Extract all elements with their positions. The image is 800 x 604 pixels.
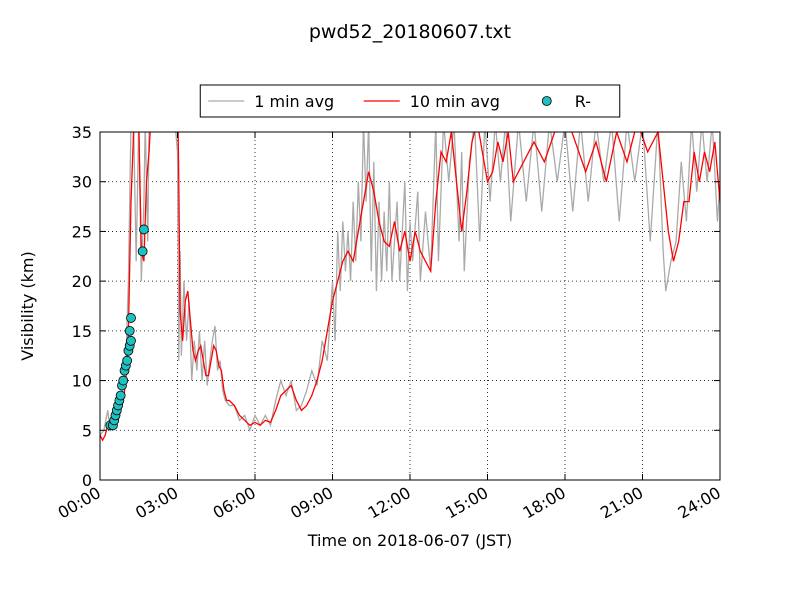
legend-label: 1 min avg [254,92,334,111]
x-axis-label: Time on 2018-06-07 (JST) [307,531,512,550]
y-tick-label: 30 [72,173,92,192]
data-point [115,390,126,401]
legend-label: 10 min avg [410,92,500,111]
plot-area [100,132,720,442]
y-tick-label: 10 [72,372,92,391]
legend-swatch [541,96,552,106]
data-point [126,335,136,346]
legend: 1 min avg 10 min avg R- [199,84,621,118]
series-line [100,132,720,436]
data-point [139,224,149,235]
y-tick-label: 35 [72,123,92,142]
y-tick-label: 0 [82,471,92,490]
legend-label: R- [575,92,591,111]
y-axis-label: Visibility (km) [18,251,37,360]
y-tick-label: 5 [82,421,92,440]
y-tick-label: 25 [72,222,92,241]
data-point [124,325,135,336]
data-point [137,246,148,257]
data-point [122,355,133,366]
y-tick-label: 20 [72,272,92,291]
legend-box [199,84,621,118]
data-point [126,313,136,323]
y-tick-label: 15 [72,322,92,341]
series-line [100,132,720,442]
data-point [118,375,129,386]
chart-title: pwd52_20180607.txt [309,21,511,43]
